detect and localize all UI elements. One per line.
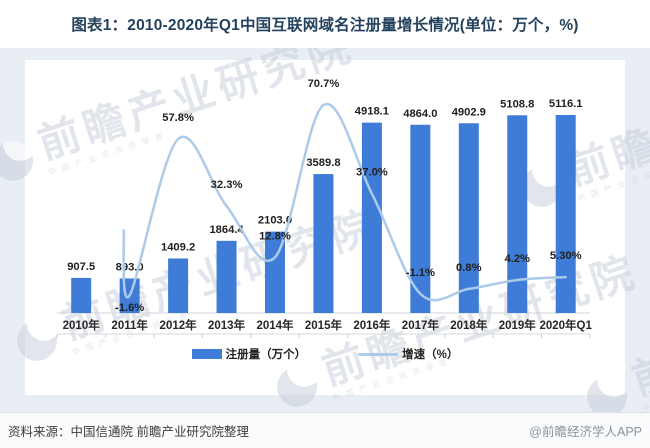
growth-value-label: 32.3% bbox=[211, 179, 243, 191]
legend-bar-swatch bbox=[191, 349, 222, 359]
title-bar: 图表1：2010-2020年Q1中国互联网域名注册量增长情况(单位：万个，%) bbox=[0, 0, 650, 48]
growth-line bbox=[122, 102, 567, 302]
bar bbox=[555, 115, 576, 313]
growth-value-label: 0.8% bbox=[456, 262, 482, 274]
x-axis-label: 2018年 bbox=[450, 318, 488, 332]
bar bbox=[216, 240, 237, 313]
bar bbox=[410, 124, 431, 313]
x-axis-label: 2015年 bbox=[305, 318, 343, 332]
legend-item-bar: 注册量（万个） bbox=[191, 346, 307, 362]
x-axis-label: 2017年 bbox=[402, 318, 440, 332]
bar-value-label: 2103.0 bbox=[258, 215, 292, 227]
bar bbox=[168, 258, 189, 313]
bar-value-label: 5108.8 bbox=[500, 98, 534, 110]
watermark-text: 前瞻产业研究院 bbox=[626, 257, 650, 404]
x-axis-label: 2014年 bbox=[256, 318, 294, 332]
chart-title: 图表1：2010-2020年Q1中国互联网域名注册量增长情况(单位：万个，%) bbox=[71, 17, 579, 34]
x-axis-label: 2011年 bbox=[111, 318, 148, 332]
bar bbox=[265, 231, 285, 313]
source-note: 资料来源：中国信通院 前瞻产业研究院整理 bbox=[8, 425, 249, 439]
x-axis-label: 2010年 bbox=[63, 318, 101, 332]
growth-value-label: 70.7% bbox=[308, 78, 340, 90]
growth-value-label: 5.30% bbox=[550, 250, 582, 262]
bar bbox=[71, 277, 92, 313]
growth-value-label: 37.0% bbox=[356, 167, 388, 179]
x-axis-label: 2020年Q1 bbox=[539, 318, 592, 332]
bar bbox=[313, 174, 334, 313]
bar bbox=[507, 115, 528, 313]
growth-value-label: 4.2% bbox=[505, 253, 531, 265]
growth-value-label: -1.6% bbox=[115, 302, 144, 314]
bar-value-label: 4918.1 bbox=[355, 106, 389, 118]
plot-area: 907.5 893.01409.21864.42103.03589.84918.1… bbox=[56, 78, 593, 338]
x-axis-label: 2019年 bbox=[499, 318, 537, 332]
growth-value-label: 57.8% bbox=[162, 112, 194, 124]
growth-value-label: 12.8% bbox=[259, 230, 291, 242]
x-axis-label: 2013年 bbox=[208, 318, 246, 332]
legend-line-label: 增速（%） bbox=[402, 349, 459, 361]
bar-value-label: 5116.1 bbox=[549, 98, 583, 110]
bar-value-label: 4902.9 bbox=[452, 106, 486, 118]
footer: 资料来源：中国信通院 前瞻产业研究院整理 @前瞻经济学人APP bbox=[0, 412, 650, 448]
bar bbox=[361, 122, 382, 313]
legend: 注册量（万个） 增速（%） bbox=[25, 344, 625, 364]
bar-value-label: 907.5 bbox=[67, 261, 95, 273]
x-axis-label: 2016年 bbox=[353, 318, 391, 332]
legend-line-swatch bbox=[358, 352, 399, 356]
legend-bar-label: 注册量（万个） bbox=[225, 349, 307, 361]
bar-value-label: 4864.0 bbox=[403, 108, 437, 120]
credit-note: @前瞻经济学人APP bbox=[529, 425, 642, 439]
bar bbox=[458, 123, 479, 313]
growth-value-label: -1.1% bbox=[406, 267, 435, 279]
bar-value-label: 3589.8 bbox=[306, 157, 340, 169]
watermark-subtext: 中国产业咨询领导者 bbox=[641, 365, 650, 412]
x-axis-label: 2012年 bbox=[160, 318, 198, 332]
bar-value-label: 1409.2 bbox=[161, 241, 195, 253]
legend-item-line: 增速（%） bbox=[358, 346, 458, 362]
bar-value-label: 1864.4 bbox=[209, 224, 244, 236]
